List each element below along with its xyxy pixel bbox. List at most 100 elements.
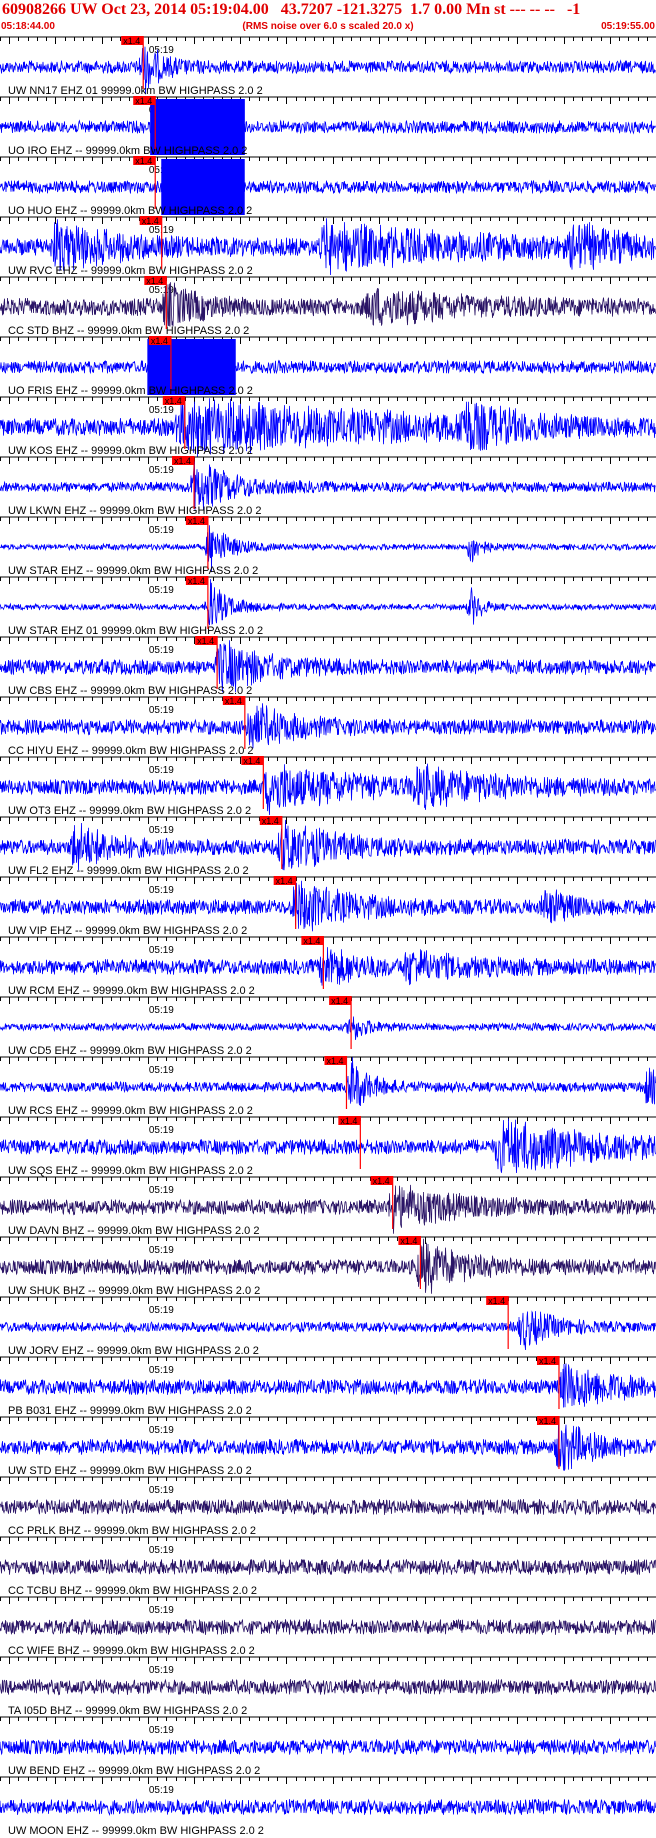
pick-label: x1.4 [488, 1296, 505, 1306]
minute-tick-label: 05:19 [149, 945, 174, 956]
pick-label: x1.4 [188, 516, 205, 526]
minute-tick-label: 05:19 [149, 1425, 174, 1436]
station-label: UW STAR EHZ 01 99999.0km BW HIGHPASS 2.0… [8, 625, 263, 637]
pick-label: x1.4 [340, 1116, 357, 1126]
minute-tick-label: 05:19 [149, 525, 174, 536]
pick-flag [121, 36, 144, 45]
start-time-label: 05:18:44.00 [1, 21, 55, 32]
station-label: UW DAVN BHZ -- 99999.0km BW HIGHPASS 2.0… [8, 1225, 259, 1237]
minute-tick-label: 05:19 [149, 765, 174, 776]
clipped-segment [147, 339, 236, 395]
waveform-trace [0, 819, 656, 871]
waveform-trace [0, 1238, 656, 1294]
station-label: UW MOON EHZ -- 99999.0km BW HIGHPASS 2.0… [8, 1825, 264, 1837]
end-time-label: 05:19:55.00 [601, 21, 655, 32]
waveform-trace [0, 179, 656, 195]
minute-tick-label: 05:19 [149, 1785, 174, 1796]
waveform-trace [0, 1310, 656, 1351]
station-label: UW VIP EHZ -- 99999.0km BW HIGHPASS 2.0 … [8, 925, 247, 937]
station-label: UW CD5 EHZ -- 99999.0km BW HIGHPASS 2.0 … [8, 1045, 252, 1057]
station-label: UW OT3 EHZ -- 99999.0km BW HIGHPASS 2.0 … [8, 805, 251, 817]
pick-flag [133, 156, 156, 165]
station-label: PB B031 EHZ -- 99999.0km BW HIGHPASS 2.0… [8, 1405, 252, 1417]
station-label: CC WIFE BHZ -- 99999.0km BW HIGHPASS 2.0… [8, 1645, 255, 1657]
pick-label: x1.4 [326, 1056, 343, 1066]
minute-tick-label: 05:19 [149, 1725, 174, 1736]
waveform-trace [0, 1737, 656, 1756]
pick-flag [172, 456, 195, 465]
station-label: UW RCS EHZ -- 99999.0km BW HIGHPASS 2.0 … [8, 1105, 253, 1117]
waveform-trace [0, 703, 656, 749]
waveform-trace [0, 640, 656, 693]
pick-flag [324, 1056, 347, 1065]
pick-label: x1.4 [165, 396, 182, 406]
pick-label: x1.4 [539, 1416, 556, 1426]
waveform-trace [0, 1118, 656, 1174]
pick-label: x1.4 [262, 816, 279, 826]
station-label: CC HIYU EHZ -- 99999.0km BW HIGHPASS 2.0… [8, 745, 254, 757]
waveform-trace [0, 1558, 656, 1576]
pick-label: x1.4 [331, 996, 348, 1006]
waveform-trace [0, 947, 656, 986]
pick-label: x1.4 [400, 1236, 417, 1246]
station-label: TA I05D BHZ -- 99999.0km BW HIGHPASS 2.0… [8, 1705, 247, 1717]
waveform-trace [0, 1363, 656, 1408]
waveform-trace [0, 119, 656, 135]
pick-flag [398, 1236, 421, 1245]
minute-tick-label: 05:19 [149, 1365, 174, 1376]
pick-flag [162, 396, 185, 405]
minute-tick-label: 05:19 [149, 465, 174, 476]
waveform-trace [0, 1678, 656, 1696]
waveform-trace [0, 398, 656, 457]
pick-flag [139, 216, 162, 225]
pick-flag [301, 936, 324, 945]
pick-label: x1.4 [188, 576, 205, 586]
pick-flag [273, 876, 296, 885]
minute-tick-label: 05:19 [149, 1005, 174, 1016]
minute-tick-label: 05:19 [149, 1185, 174, 1196]
minute-tick-label: 05:19 [149, 1605, 174, 1616]
station-label: UO HUO EHZ -- 99999.0km BW HIGHPASS 2.0 … [8, 205, 252, 217]
pick-label: x1.4 [373, 1176, 390, 1186]
station-label: UW SHUK BHZ -- 99999.0km BW HIGHPASS 2.0… [8, 1285, 260, 1297]
pick-flag [259, 816, 282, 825]
pick-label: x1.4 [151, 336, 168, 346]
pick-flag [133, 96, 156, 105]
station-label: UW FL2 EHZ -- 99999.0km BW HIGHPASS 2.0 … [8, 865, 249, 877]
station-label: UW CBS EHZ -- 99999.0km BW HIGHPASS 2.0 … [8, 685, 252, 697]
pick-label: x1.4 [225, 696, 242, 706]
waveform-trace [0, 359, 656, 375]
minute-tick-label: 05:19 [149, 1305, 174, 1316]
pick-label: x1.4 [243, 756, 260, 766]
waveform-trace [0, 880, 656, 932]
minute-tick-label: 05:19 [149, 285, 174, 296]
pick-label: x1.4 [135, 96, 152, 106]
pick-label: x1.4 [142, 216, 159, 226]
minute-tick-label: 05:19 [149, 1485, 174, 1496]
minute-tick-label: 05:19 [149, 1125, 174, 1136]
minute-tick-label: 05:19 [149, 825, 174, 836]
waveform-trace [0, 46, 656, 95]
minute-tick-label: 05:19 [149, 705, 174, 716]
pick-flag [329, 996, 352, 1005]
station-label: UW RVC EHZ -- 99999.0km BW HIGHPASS 2.0 … [8, 265, 253, 277]
station-label: UW NN17 EHZ 01 99999.0km BW HIGHPASS 2.0… [8, 85, 263, 97]
waveform-trace [0, 1016, 656, 1040]
pick-flag [486, 1296, 509, 1305]
pick-flag [185, 516, 208, 525]
station-label: UW RCM EHZ -- 99999.0km BW HIGHPASS 2.0 … [8, 985, 255, 997]
waveform-trace [0, 461, 656, 511]
pick-label: x1.4 [303, 936, 320, 946]
pick-flag [338, 1116, 361, 1125]
pick-label: x1.4 [123, 36, 140, 46]
clipped-segment [150, 99, 245, 155]
pick-label: x1.4 [146, 276, 163, 286]
pick-label: x1.4 [135, 156, 152, 166]
minute-tick-label: 05:19 [149, 45, 174, 56]
waveform-trace [0, 1184, 656, 1234]
station-label: UO FRIS EHZ -- 99999.0km BW HIGHPASS 2.0… [8, 385, 253, 397]
pick-flag [536, 1416, 559, 1425]
pick-flag [185, 576, 208, 585]
pick-label: x1.4 [276, 876, 293, 886]
waveform-trace [0, 579, 656, 626]
